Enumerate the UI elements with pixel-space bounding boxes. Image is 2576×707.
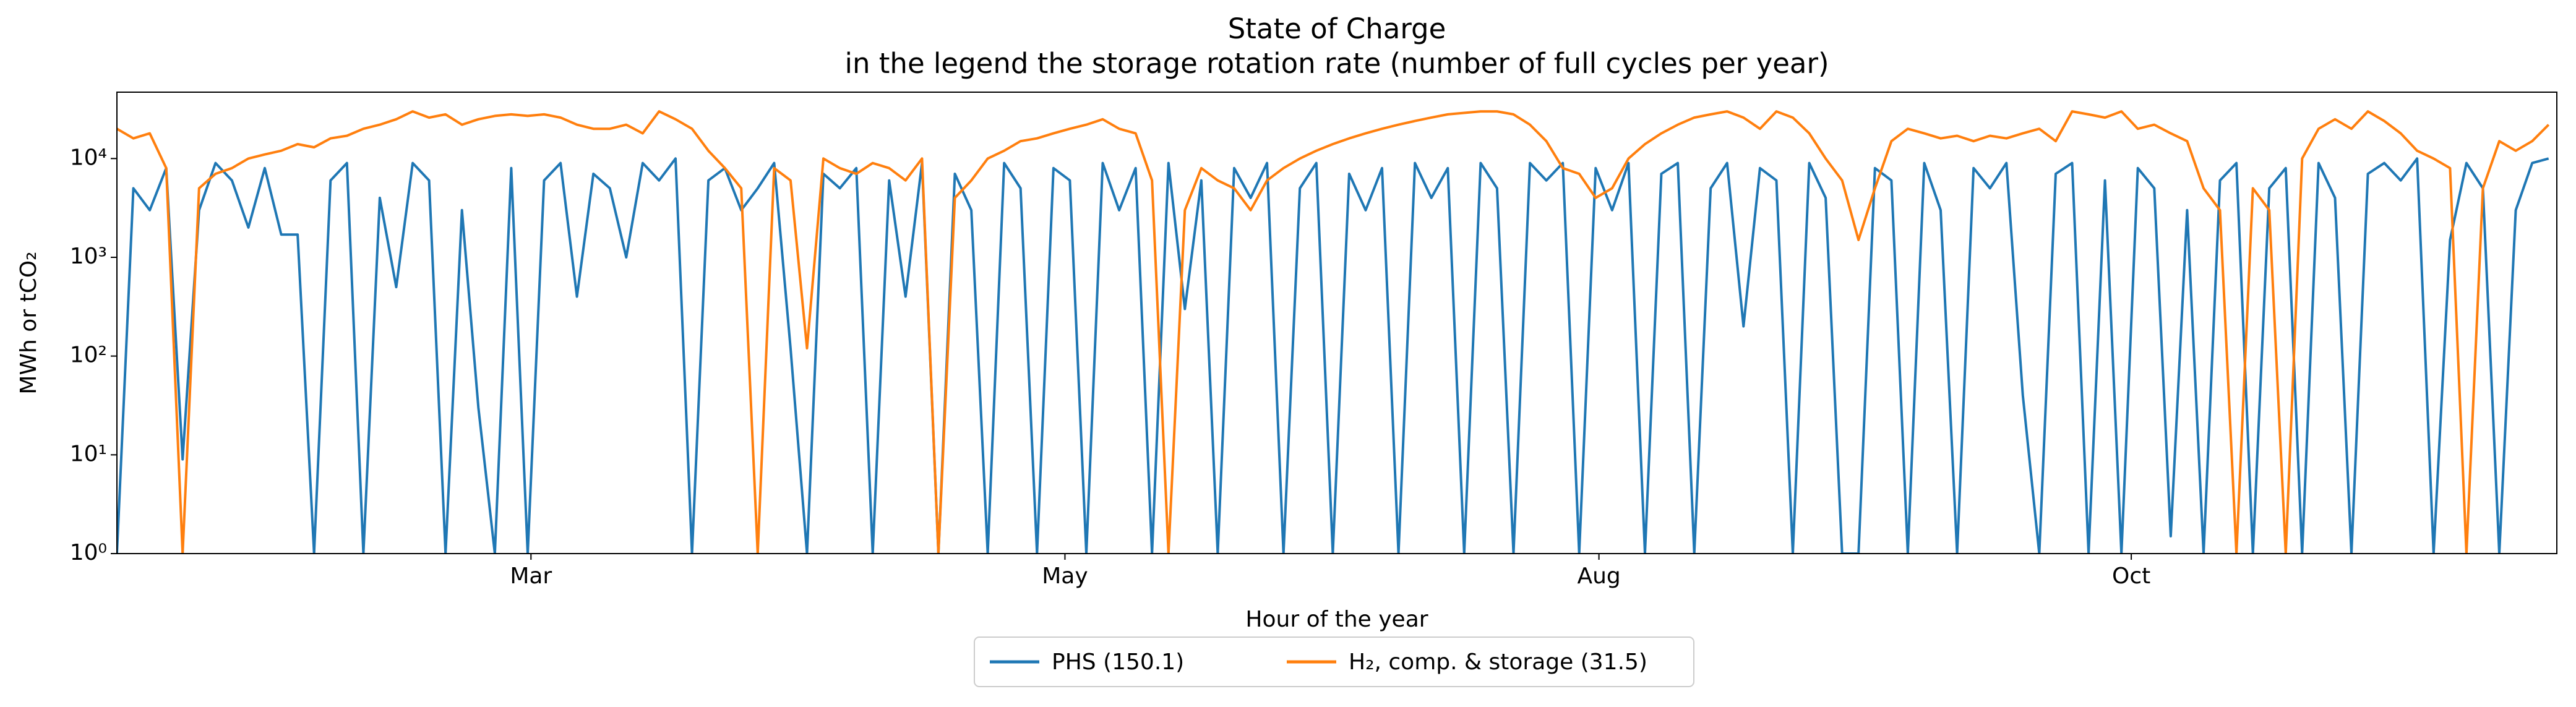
- x-tick-label: Aug: [1577, 563, 1620, 589]
- chart-title: State of Charge: [1228, 12, 1446, 45]
- series-line: [117, 110, 2550, 554]
- plot-frame: [116, 92, 2557, 554]
- x-tick-label: May: [1042, 563, 1088, 589]
- y-tick-label: 10³: [70, 244, 107, 269]
- series-line: [117, 157, 2549, 554]
- x-axis-label: Hour of the year: [1245, 607, 1428, 632]
- y-tick-label: 10¹: [70, 441, 107, 466]
- x-tick-label: Oct: [2112, 563, 2150, 589]
- y-axis-label: MWh or tCO₂: [16, 251, 41, 394]
- y-tick-label: 10⁰: [70, 540, 107, 565]
- legend-label: PHS (150.1): [1052, 649, 1184, 675]
- y-tick-label: 10⁴: [70, 145, 107, 170]
- x-tick-label: Mar: [510, 563, 552, 589]
- chart-subtitle: in the legend the storage rotation rate …: [844, 47, 1829, 80]
- legend-label: H₂, comp. & storage (31.5): [1349, 649, 1647, 675]
- y-tick-label: 10²: [70, 343, 107, 368]
